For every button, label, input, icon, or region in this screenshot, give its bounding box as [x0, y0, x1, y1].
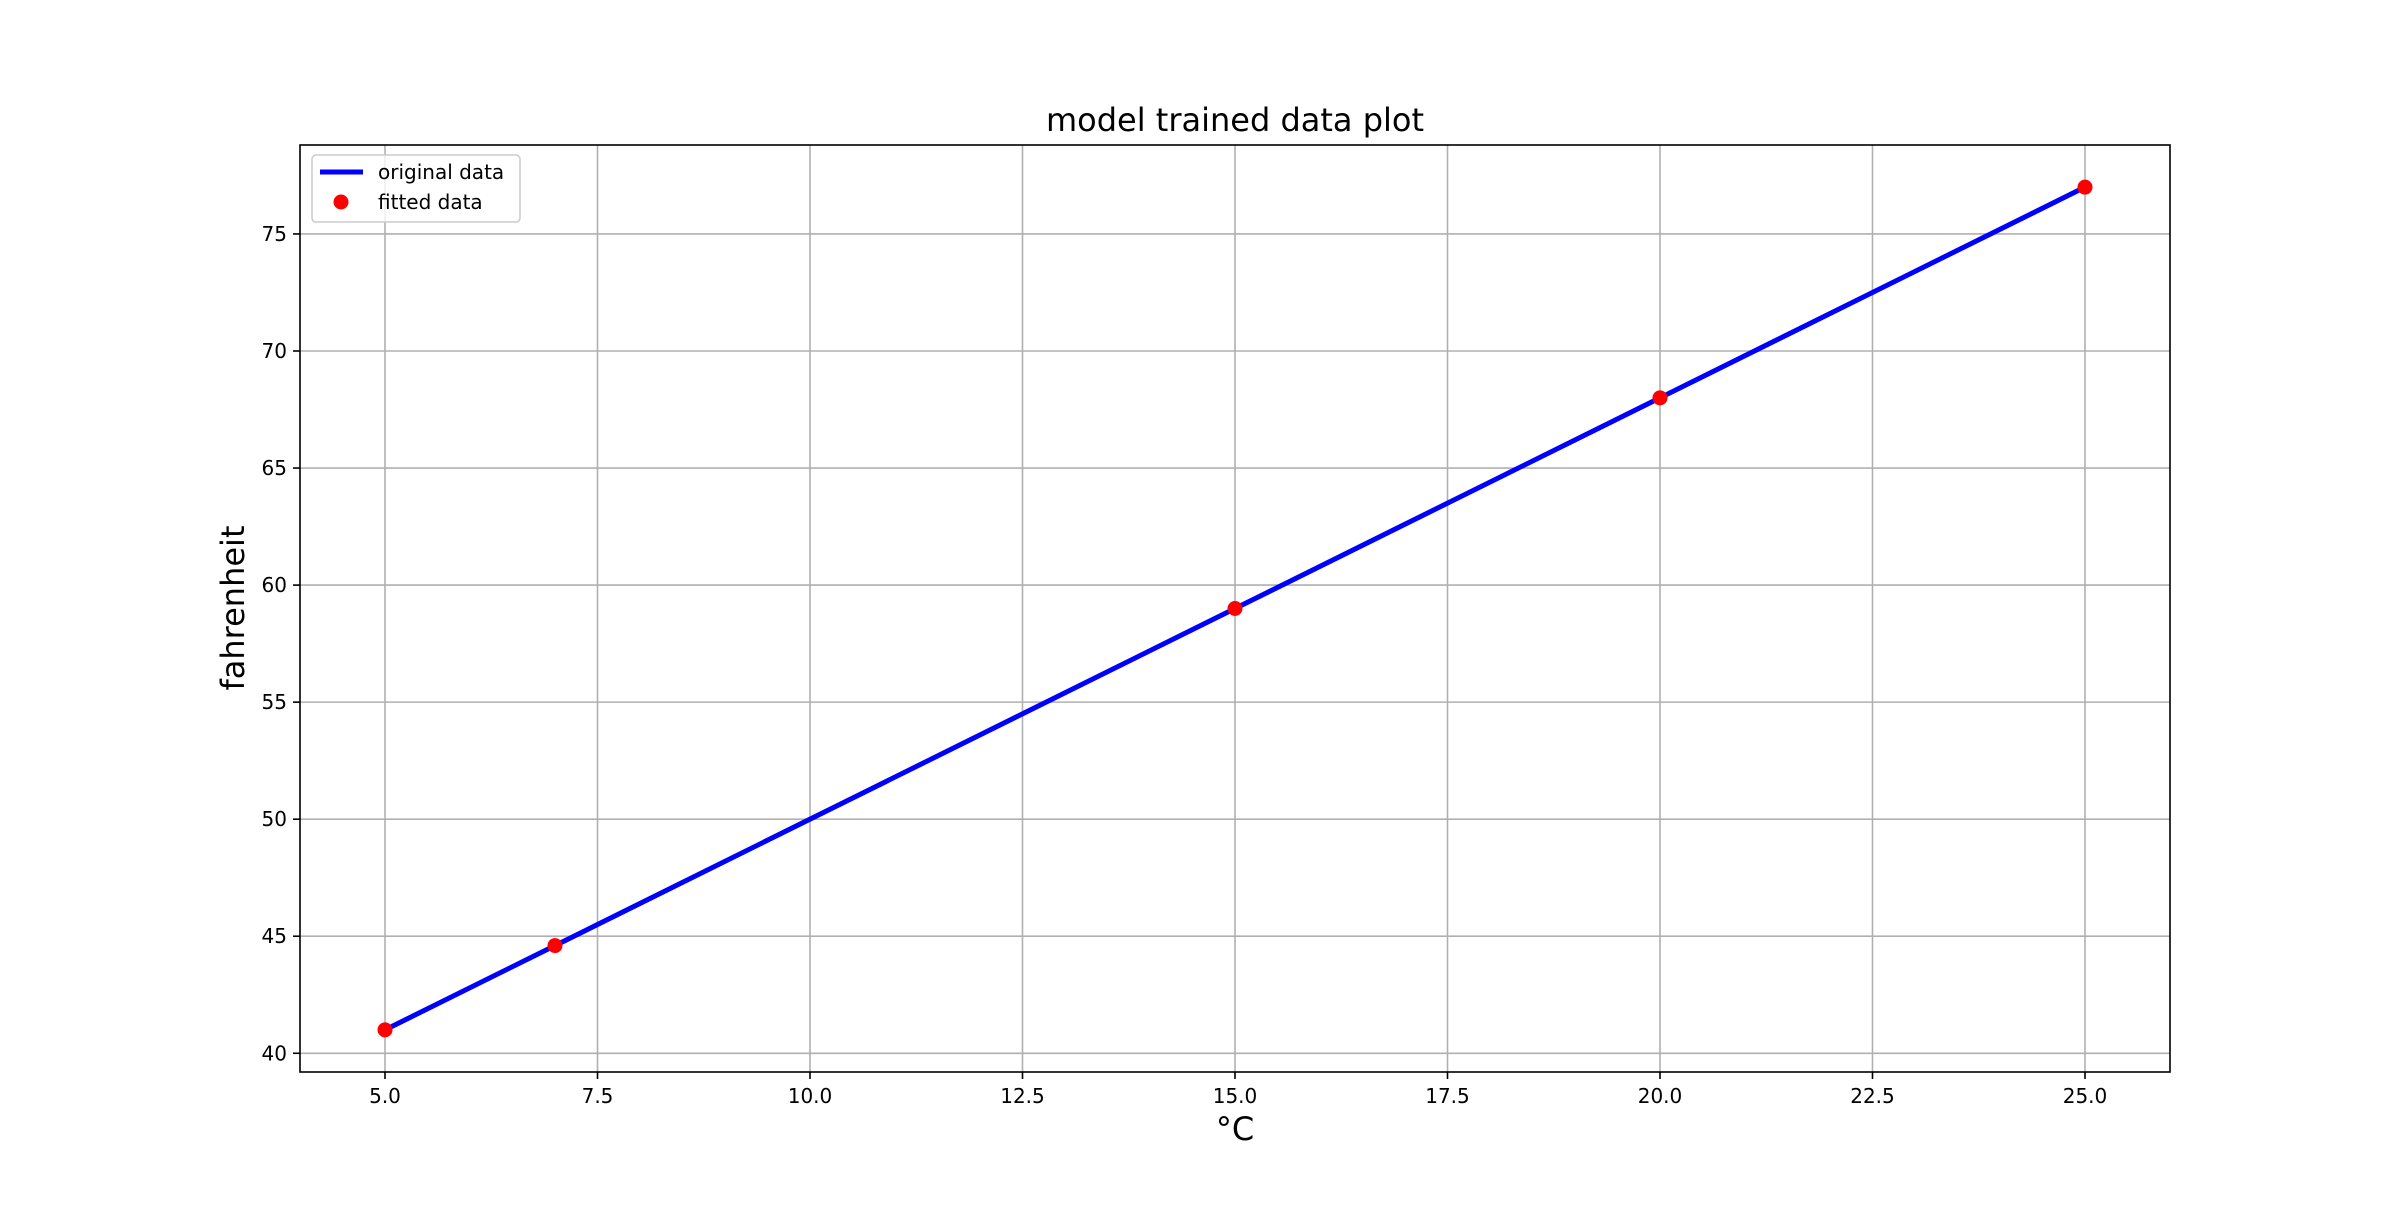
legend-label-fitted-data: fitted data — [378, 190, 483, 214]
x-tick-label: 20.0 — [1638, 1084, 1683, 1108]
legend-box — [311, 154, 521, 223]
legend-label-original-data: original data — [378, 160, 504, 184]
data-point-fitted — [377, 1022, 393, 1038]
grid — [300, 145, 2170, 1072]
y-tick-label: 65 — [262, 456, 287, 480]
data-point-fitted — [2077, 179, 2093, 195]
x-tick-label: 10.0 — [788, 1084, 833, 1108]
axis-ticks: 5.0 7.5 10.0 12.5 15.0 17.5 20.0 22.5 25.0 40 45 50… — [262, 222, 2108, 1108]
y-tick-label: 70 — [262, 339, 287, 363]
x-tick-label: 7.5 — [582, 1084, 614, 1108]
x-tick-label: 5.0 — [369, 1084, 401, 1108]
chart-title: model trained data plot — [1046, 101, 1424, 139]
legend: original data fitted data — [311, 154, 521, 223]
y-tick-label: 75 — [262, 222, 287, 246]
data-point-fitted — [547, 938, 563, 954]
y-tick-label: 45 — [262, 924, 287, 948]
data-point-fitted — [1227, 601, 1243, 616]
y-tick-label: 55 — [262, 690, 287, 714]
y-tick-label: 60 — [262, 573, 287, 597]
x-tick-label: 22.5 — [1850, 1084, 1895, 1108]
y-axis-label: fahrenheit — [214, 526, 252, 691]
series-layer — [377, 179, 2093, 1038]
x-tick-label: 17.5 — [1425, 1084, 1470, 1108]
y-tick-label: 50 — [262, 807, 287, 831]
legend-marker-swatch — [333, 194, 349, 210]
x-tick-label: 25.0 — [2063, 1084, 2108, 1108]
x-tick-label: 12.5 — [1000, 1084, 1045, 1108]
x-tick-label: 15.0 — [1213, 1084, 1258, 1108]
x-axis-label: °C — [1216, 1110, 1254, 1148]
data-point-fitted — [1652, 390, 1668, 406]
y-tick-label: 40 — [262, 1041, 287, 1065]
